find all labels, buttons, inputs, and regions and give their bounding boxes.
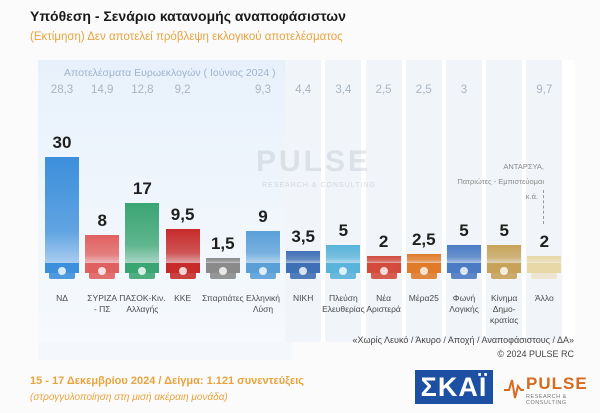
category-label: Σπαρτιάτες — [201, 293, 244, 303]
bar — [366, 255, 401, 263]
page-title: Υπόθεση - Σενάριο κατανομής αναποφάσιστω… — [30, 8, 346, 24]
reference-column — [405, 60, 442, 342]
nea-aristera-logo-icon — [369, 262, 399, 280]
pasok-logo-icon — [127, 262, 157, 280]
reference-value: 3,4 — [335, 84, 352, 96]
pulse-logo-name: PULSE — [526, 374, 588, 393]
foni-logikis-logo-icon — [449, 262, 479, 280]
other-note-line1: ΑΝΤΑΡΣΥΑ, — [503, 162, 544, 171]
value-label: 1,5 — [210, 233, 235, 253]
bar — [286, 250, 321, 263]
other-note-line3: κ.ά. — [525, 192, 538, 201]
category-label: Φωνή Λογικής — [449, 293, 479, 314]
value-label: 2 — [378, 231, 389, 251]
reference-column — [285, 60, 322, 342]
value-label: 17 — [132, 178, 152, 198]
category-label: Άλλο — [535, 293, 554, 303]
spartiates-logo-icon — [208, 262, 238, 280]
reference-value: 2,5 — [415, 84, 432, 96]
pulse-logo-tagline: RESEARCH & CONSULTING — [526, 394, 567, 406]
elliniki-lysi-logo-icon — [248, 262, 278, 280]
page-subtitle: (Εκτίμηση) Δεν αποτελεί πρόβλεψη εκλογικ… — [30, 31, 343, 43]
reference-value: 14,9 — [90, 84, 114, 96]
category-label: Νέα Αριστερά — [366, 293, 401, 314]
category-label: ΝΔ — [56, 293, 68, 303]
skai-logo: ΣΚΑΪ — [415, 370, 493, 404]
bar — [447, 245, 481, 263]
watermark-logo: PULSE — [256, 145, 372, 178]
niki-logo-icon — [288, 262, 318, 280]
value-label: 30 — [52, 132, 72, 152]
reference-value: 9,3 — [255, 84, 271, 96]
value-label: 5 — [499, 221, 509, 241]
bar — [246, 231, 280, 263]
reference-highlight — [38, 60, 293, 360]
pulse-wave-icon — [504, 379, 524, 399]
value-label: 5 — [459, 221, 469, 241]
value-label: 9 — [258, 207, 268, 227]
reference-title: Αποτελέσματα Ευρωεκλογών ( Ιούνιος 2024 … — [64, 67, 276, 79]
category-label: ΣΥΡΙΖΑ - ΠΣ — [87, 293, 118, 314]
bar — [125, 202, 160, 263]
other-note-line2: Πατριώτες - Εμπιστεύομαι — [457, 177, 544, 186]
category-label: Πλεύση Ελευθερίας — [322, 293, 365, 314]
category-label: Μέρα25 — [408, 293, 439, 303]
reference-column — [325, 60, 362, 342]
copyright: © 2024 PULSE RC — [497, 349, 574, 359]
pulse-logo: PULSE RESEARCH & CONSULTING — [504, 372, 590, 406]
bar — [326, 245, 361, 263]
rounding-note: (στρογγυλοποίηση στη μισή ακέραιη μονάδα… — [30, 392, 228, 403]
value-label: 8 — [97, 210, 107, 230]
category-label: Ελληνική Λύση — [245, 293, 280, 314]
reference-value: 4,4 — [295, 84, 312, 96]
bar — [527, 255, 562, 263]
value-label: 3,5 — [291, 226, 315, 246]
reference-value: 3 — [460, 84, 468, 96]
category-label: ΚΚΕ — [174, 293, 192, 303]
reference-value: 9,2 — [174, 84, 191, 96]
value-label: 2 — [539, 231, 550, 251]
reference-value: 2,5 — [375, 84, 392, 96]
survey-dates-sample: 15 - 17 Δεκεμβρίου 2024 / Δείγμα: 1.121 … — [30, 375, 304, 387]
reference-value: 12,8 — [131, 84, 154, 96]
kinima-logo-icon — [489, 262, 519, 280]
category-label: ΝΙΚΗ — [293, 293, 314, 303]
excluded-note: «Χωρίς Λευκό / Άκυρο / Αποχή / Αναποφάσι… — [352, 335, 574, 345]
allo-icon — [529, 262, 559, 280]
category-label: ΠΑΣΟΚ-Κιν. Αλλαγής — [119, 293, 166, 314]
bar — [487, 245, 522, 263]
reference-value: 28,3 — [50, 84, 74, 96]
bar — [165, 229, 200, 263]
other-note-connector — [543, 190, 545, 224]
plefsi-logo-icon — [328, 262, 358, 280]
bar — [205, 257, 240, 263]
mera25-logo-icon — [409, 262, 439, 280]
reference-column — [365, 60, 402, 342]
bar — [45, 156, 79, 263]
reference-column — [526, 60, 563, 342]
reference-column — [486, 60, 523, 342]
reference-column — [446, 60, 482, 342]
value-label: 9,5 — [170, 205, 195, 225]
nd-logo-icon — [47, 262, 77, 280]
category-label: Κίνημα Δημο-κρατίας — [490, 293, 519, 325]
bar — [406, 254, 441, 263]
reference-value: 9,7 — [536, 84, 553, 96]
watermark-tagline: RESEARCH & CONSULTING — [262, 182, 376, 189]
bar — [85, 234, 120, 263]
kke-logo-icon — [168, 262, 198, 280]
value-label: 5 — [338, 221, 349, 241]
syriza-logo-icon — [87, 262, 117, 280]
value-label: 2,5 — [411, 230, 436, 250]
